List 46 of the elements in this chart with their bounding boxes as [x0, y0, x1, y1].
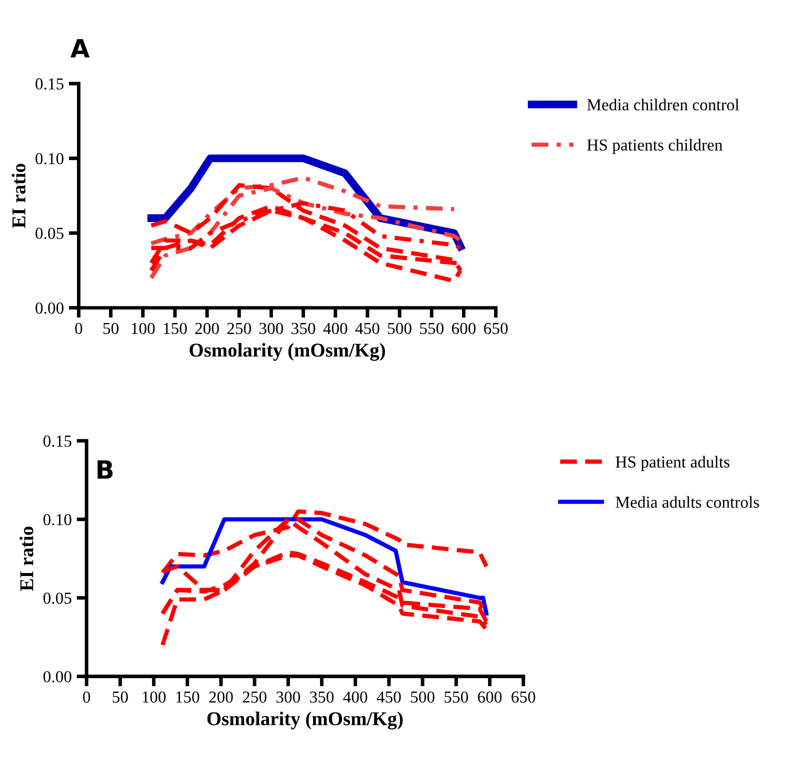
- legend-label: HS patients children: [587, 138, 722, 154]
- x-tick-label: 500: [411, 691, 434, 703]
- x-tick-label: 100: [132, 322, 155, 334]
- x-tick-label: 0: [75, 322, 82, 334]
- x-tick-label: 300: [260, 322, 284, 334]
- legend-label: Media children control: [587, 98, 740, 110]
- x-tick-label: 0: [83, 691, 90, 703]
- legend-label: HS patient adults: [616, 456, 730, 472]
- x-tick-label: 300: [276, 691, 300, 703]
- x-tick-label: 200: [195, 322, 219, 334]
- x-tick-label: 450: [376, 691, 401, 703]
- x-tick-label: 50: [103, 322, 118, 334]
- y-tick-label: 0.15: [43, 436, 72, 447]
- x-tick-label: 600: [452, 322, 476, 334]
- x-tick-label: 600: [478, 691, 502, 703]
- y-axis-title: EI ratio: [20, 526, 34, 591]
- x-tick-label: 200: [209, 691, 233, 703]
- x-tick-label: 150: [176, 691, 200, 703]
- y-axis-title: EI ratio: [12, 164, 26, 228]
- x-tick-label: 500: [388, 322, 412, 334]
- x-tick-label: 550: [420, 322, 444, 334]
- x-axis-title: Osmolarity (mOsm/Kg): [207, 712, 403, 730]
- x-tick-label: 350: [310, 691, 334, 703]
- x-tick-label: 400: [343, 691, 368, 703]
- x-axis-title: Osmolarity (mOsm/Kg): [190, 343, 385, 361]
- x-tick-label: 650: [512, 691, 536, 703]
- x-tick-label: 100: [142, 691, 166, 703]
- x-tick-label: 150: [164, 322, 187, 334]
- x-tick-label: 400: [323, 322, 348, 334]
- chart-title: A: [70, 39, 90, 58]
- y-tick-label: 0.05: [43, 592, 72, 604]
- text: B: [98, 460, 113, 479]
- x-tick-label: 250: [242, 691, 266, 703]
- legend-label: Media adults controls: [616, 496, 760, 508]
- y-tick-label: 0.00: [36, 302, 64, 314]
- x-tick-label: 450: [355, 322, 380, 334]
- x-tick-label: 650: [484, 322, 508, 334]
- y-tick-label: 0.10: [36, 153, 64, 164]
- x-tick-label: 550: [444, 691, 468, 703]
- y-tick-label: 0.15: [36, 78, 64, 90]
- x-tick-label: 250: [227, 322, 251, 334]
- x-tick-label: 350: [292, 322, 316, 334]
- x-tick-label: 50: [112, 691, 128, 703]
- y-tick-label: 0.00: [43, 671, 72, 682]
- y-tick-label: 0.05: [36, 228, 64, 240]
- y-tick-label: 0.10: [43, 514, 72, 526]
